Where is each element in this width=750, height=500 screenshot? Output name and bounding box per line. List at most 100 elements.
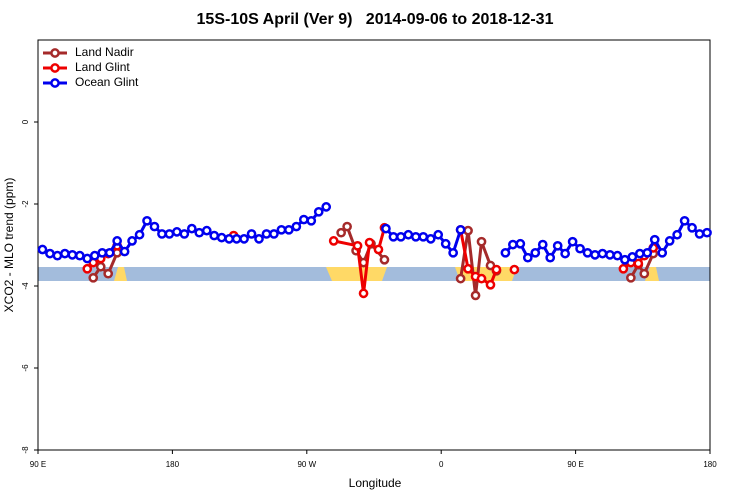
data-point xyxy=(463,225,473,236)
data-point xyxy=(552,240,563,251)
data-point xyxy=(455,224,466,235)
data-point xyxy=(626,272,636,283)
data-point xyxy=(313,206,324,217)
data-point xyxy=(134,229,145,240)
data-point xyxy=(276,224,287,235)
chart-title: 15S-10S April (Ver 9) 2014-09-06 to 2018… xyxy=(197,11,554,28)
data-point xyxy=(649,234,660,245)
data-point xyxy=(60,248,70,259)
data-point xyxy=(88,272,99,283)
y-axis-label: XCO2 - MLO trend (ppm) xyxy=(2,178,16,313)
x-tick-label: 0 xyxy=(439,460,444,469)
plot-frame xyxy=(37,39,711,451)
data-point xyxy=(433,229,444,240)
x-axis-label: Longitude xyxy=(349,476,402,490)
x-tick-label: 180 xyxy=(166,460,180,469)
data-point xyxy=(45,248,55,259)
legend-label: Land Glint xyxy=(75,60,130,74)
data-point xyxy=(545,252,556,263)
x-tick-label: 90 E xyxy=(567,460,583,469)
data-point xyxy=(396,231,406,242)
data-point xyxy=(537,239,548,250)
y-tick-label: -8 xyxy=(21,446,30,454)
data-point xyxy=(112,236,122,246)
data-point xyxy=(74,250,85,261)
data-point xyxy=(104,247,115,258)
data-point xyxy=(702,227,712,238)
data-point xyxy=(269,229,279,239)
y-tick-label: 0 xyxy=(21,119,30,124)
data-point xyxy=(321,202,332,212)
data-point xyxy=(89,250,100,261)
data-point xyxy=(97,247,108,258)
data-point xyxy=(672,229,682,240)
data-point xyxy=(52,250,63,261)
data-point xyxy=(352,240,363,251)
data-point xyxy=(627,252,638,262)
data-point xyxy=(209,230,220,241)
data-point xyxy=(687,222,697,233)
data-point xyxy=(284,224,294,235)
data-point xyxy=(291,221,302,232)
data-point xyxy=(448,247,458,258)
data-point xyxy=(373,244,384,255)
data-point xyxy=(425,234,436,244)
data-point xyxy=(508,239,518,250)
data-point xyxy=(575,243,585,254)
series-line xyxy=(92,223,655,296)
data-point xyxy=(560,248,570,259)
data-point xyxy=(597,248,608,259)
data-point xyxy=(522,252,533,263)
land-patch xyxy=(645,267,659,281)
data-point xyxy=(463,263,473,274)
land-patch xyxy=(326,267,387,281)
data-point xyxy=(618,263,629,274)
x-tick-label: 90 W xyxy=(297,460,316,469)
data-point xyxy=(231,234,242,244)
data-point xyxy=(364,237,375,248)
x-tick-label: 180 xyxy=(703,460,717,469)
data-point xyxy=(410,231,421,242)
data-point xyxy=(95,261,106,272)
land-ocean-strip xyxy=(38,267,710,281)
data-point xyxy=(582,247,593,258)
data-point xyxy=(127,236,137,246)
data-point xyxy=(298,214,309,225)
data-point xyxy=(455,273,466,284)
data-point xyxy=(239,234,249,244)
data-point xyxy=(261,229,272,239)
data-point xyxy=(470,290,481,301)
data-point xyxy=(530,247,541,258)
data-point xyxy=(418,231,429,242)
data-point xyxy=(642,247,653,258)
data-point xyxy=(142,215,152,226)
y-tick-label: -6 xyxy=(21,364,30,372)
data-point xyxy=(186,223,197,234)
data-point xyxy=(590,249,600,260)
y-tick-label: -2 xyxy=(21,200,30,208)
y-tick-label: -4 xyxy=(21,282,30,290)
data-point xyxy=(403,229,414,240)
data-point xyxy=(679,215,690,226)
data-point xyxy=(620,254,630,265)
x-tick-label: 90 E xyxy=(30,460,46,469)
data-point xyxy=(491,264,502,275)
data-point xyxy=(612,250,623,261)
data-point xyxy=(306,215,317,226)
data-point xyxy=(509,264,520,275)
data-point xyxy=(605,249,615,260)
data-point xyxy=(388,231,399,242)
data-point xyxy=(103,268,114,279)
data-point xyxy=(224,234,234,244)
data-point xyxy=(379,254,390,265)
data-point xyxy=(172,227,182,237)
data-point xyxy=(119,246,130,257)
data-point xyxy=(216,232,227,243)
data-point xyxy=(694,229,705,239)
data-point xyxy=(567,236,578,247)
data-point xyxy=(328,236,339,246)
data-point xyxy=(254,234,264,244)
data-point xyxy=(476,273,487,284)
data-point xyxy=(149,221,160,232)
